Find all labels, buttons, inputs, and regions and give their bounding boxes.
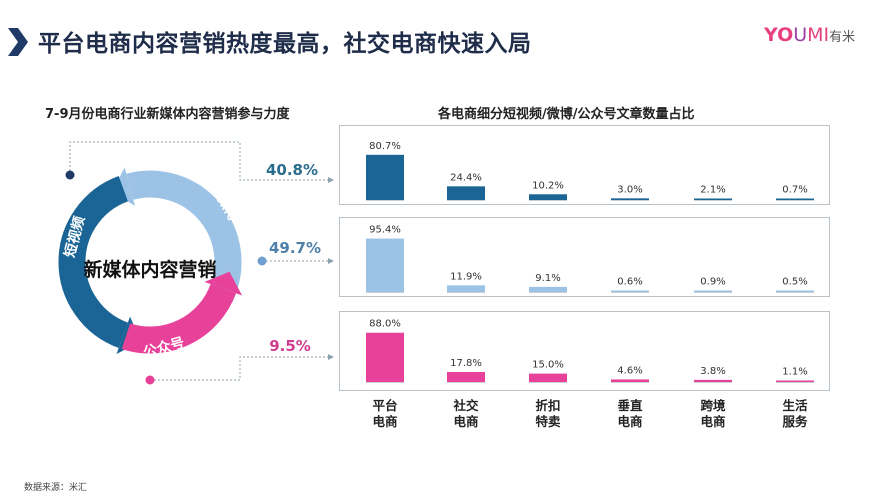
bar [776, 290, 814, 292]
bar [776, 198, 814, 200]
short-video-arc [58, 176, 129, 348]
weibo-arc [126, 170, 242, 301]
bar-value-label: 0.6% [617, 277, 642, 288]
bar [447, 186, 485, 200]
category-label-line: 电商 [453, 414, 479, 429]
category-label-line: 服务 [782, 414, 808, 429]
panel-short-video [339, 125, 830, 205]
category-label-line: 电商 [700, 414, 726, 429]
bar [529, 373, 567, 382]
connector-dot-short-video [65, 170, 75, 180]
bar-value-label: 17.8% [450, 358, 482, 369]
value-weibo: 49.7% [269, 239, 321, 257]
bar-value-label: 0.7% [782, 185, 807, 196]
connector-official-account [150, 354, 334, 381]
category-label: 平台 电商 [365, 398, 405, 430]
panel-weibo [339, 217, 830, 297]
bar-value-label: 1.1% [782, 367, 807, 378]
bar-value-label: 2.1% [700, 185, 725, 196]
data-source: 数据来源：米汇 [24, 483, 88, 493]
bar-value-label: 80.7% [369, 141, 401, 152]
bar [694, 379, 732, 382]
category-label: 社交 电商 [446, 398, 486, 430]
youmi-logo: YOUMI有米 [764, 24, 856, 46]
bar [447, 372, 485, 382]
bar-chart: 80.7% 24.4% 10.2% 3.0% 2.1% 0.7% 95.4% 11.9% 9.1… [366, 141, 814, 383]
connector-short-video [69, 141, 334, 183]
bar [611, 290, 649, 292]
bar-value-label: 0.5% [782, 277, 807, 288]
bar-value-label: 3.8% [700, 366, 725, 377]
bar-value-label: 24.4% [450, 172, 482, 183]
cycle-diagram: 短视频 微博 公众号 新媒体内容营销 40.8% 49.7% 9.5% [58, 141, 334, 385]
page-title: 平台电商内容营销热度最高，社交电商快速入局 [38, 31, 532, 57]
category-label-line: 生活 [782, 398, 808, 413]
bar-value-label: 11.9% [450, 271, 482, 282]
bar [611, 198, 649, 200]
bar-value-label: 9.1% [535, 273, 560, 284]
bar-value-label: 3.0% [617, 184, 642, 195]
bar-value-label: 88.0% [369, 319, 401, 330]
weibo-arrowhead [112, 167, 135, 206]
category-label: 垂直 电商 [610, 398, 650, 430]
category-label-line: 平台 [372, 398, 398, 413]
category-label: 生活 服务 [775, 398, 815, 430]
connector-dot-official-account [145, 375, 155, 385]
bar-value-label: 0.9% [700, 277, 725, 288]
connector-dot-weibo [257, 256, 267, 266]
bar-value-label: 4.6% [617, 365, 642, 376]
center-label: 新媒体内容营销 [83, 258, 216, 281]
category-label: 折扣 特卖 [528, 398, 568, 430]
bar [447, 285, 485, 292]
chevron-right-icon [8, 28, 28, 56]
category-label-line: 跨境 [700, 398, 726, 413]
category-label-line: 折扣 [535, 398, 561, 413]
value-short-video: 40.8% [266, 161, 318, 179]
category-label-line: 电商 [617, 414, 643, 429]
bar [694, 198, 732, 200]
bar-value-label: 95.4% [369, 225, 401, 236]
category-label-line: 电商 [372, 414, 398, 429]
bar [776, 380, 814, 382]
bar [529, 194, 567, 200]
category-label-line: 垂直 [617, 398, 643, 413]
category-label-line: 社交 [453, 398, 479, 413]
bar [529, 286, 567, 292]
bar-value-label: 15.0% [532, 360, 564, 371]
bar-value-label: 10.2% [532, 180, 564, 191]
official-account-arc [121, 283, 236, 354]
category-label-line: 特卖 [535, 414, 561, 429]
right-chart-title: 各电商细分短视频/微博/公众号文章数量占比 [438, 107, 695, 122]
bar [366, 238, 404, 292]
bar [611, 379, 649, 382]
official-account-arrowhead [204, 271, 243, 296]
category-label: 跨境 电商 [693, 398, 733, 430]
left-chart-title: 7-9月份电商行业新媒体内容营销参与力度 [45, 107, 290, 122]
bar [366, 332, 404, 382]
panel-official-account [339, 311, 830, 391]
value-official-account: 9.5% [269, 337, 311, 355]
bar [694, 290, 732, 292]
bar [366, 154, 404, 200]
